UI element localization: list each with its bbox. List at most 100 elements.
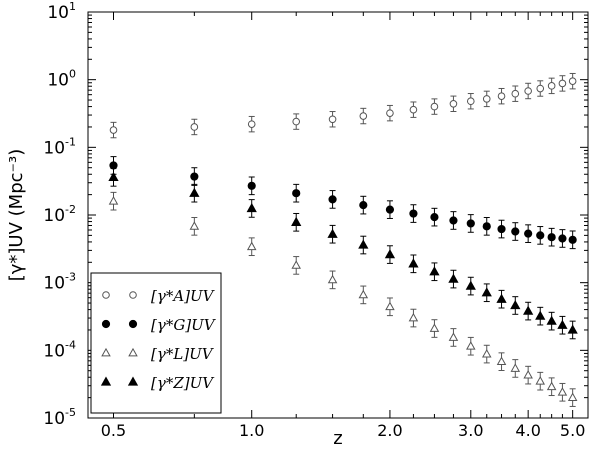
data-point-A xyxy=(536,84,545,93)
data-point-A xyxy=(190,123,199,131)
legend-marker-A xyxy=(129,291,137,299)
x-axis-label: z xyxy=(333,428,342,449)
data-point-A xyxy=(359,112,368,120)
data-point-A xyxy=(568,77,577,85)
legend-marker-Z xyxy=(127,376,139,386)
legend-label-Z: [γ*Z]UV xyxy=(151,374,215,392)
data-point-Z xyxy=(358,239,369,249)
series-L xyxy=(108,191,578,407)
data-point-Z xyxy=(481,287,492,297)
axes: 10-5 10-4 10-3 10-2 10-1 100 101 0.5 1.0 2.0 3.0 4.… xyxy=(6,0,589,449)
y-axis-label: [γ*]UV (Mpc⁻³) xyxy=(6,149,27,282)
data-point-Z xyxy=(465,280,476,290)
legend-box xyxy=(90,272,222,414)
data-point-L xyxy=(189,221,200,230)
plot-area xyxy=(108,72,578,407)
y-tick-label: 10-1 xyxy=(43,135,76,158)
legend-marker-A xyxy=(102,291,110,299)
legend-label-A: [γ*A]UV xyxy=(151,287,216,305)
data-point-Z xyxy=(557,319,568,329)
data-point-Z xyxy=(246,202,257,213)
data-point-L xyxy=(327,274,338,284)
data-point-A xyxy=(497,92,506,100)
data-point-Z xyxy=(327,228,338,238)
data-point-G xyxy=(568,235,577,244)
data-point-G xyxy=(482,222,491,231)
data-point-A xyxy=(466,97,475,106)
series-A xyxy=(109,72,577,139)
data-point-Z xyxy=(108,171,119,182)
data-point-Z xyxy=(535,310,546,320)
data-point-L xyxy=(481,348,492,358)
data-point-Z xyxy=(523,305,534,315)
legend-label-L: [γ*L]UV xyxy=(151,345,215,363)
data-point-L xyxy=(546,381,557,391)
y-tick-label: 10-2 xyxy=(43,203,76,226)
data-point-G xyxy=(524,229,533,238)
data-point-Z xyxy=(384,249,396,259)
legend: [γ*A]UV [γ*G]UV [γ*L]UV [γ*Z]UV xyxy=(90,272,222,414)
data-point-A xyxy=(247,120,256,128)
data-point-L xyxy=(429,323,440,332)
data-point-Z xyxy=(496,293,507,303)
data-point-A xyxy=(449,99,458,108)
legend-marker-G xyxy=(101,319,111,329)
data-point-G xyxy=(328,195,337,204)
data-point-G xyxy=(466,219,475,228)
data-point-Z xyxy=(408,258,419,268)
y-tick-label: 101 xyxy=(47,0,76,23)
x-tick-label: 3.0 xyxy=(458,421,483,440)
y-tick-label: 100 xyxy=(47,68,76,91)
y-tick-label: 10-3 xyxy=(43,271,76,294)
legend-label-G: [γ*G]UV xyxy=(151,316,217,334)
data-point-L xyxy=(246,241,257,251)
data-point-G xyxy=(109,161,118,170)
y-tick-label: 10-4 xyxy=(43,338,76,361)
data-point-A xyxy=(547,82,556,90)
y-tick-label: 10-5 xyxy=(43,406,76,429)
data-point-L xyxy=(557,387,568,396)
data-point-A xyxy=(409,105,418,114)
data-point-Z xyxy=(291,216,302,226)
data-point-Z xyxy=(546,315,557,325)
data-point-Z xyxy=(429,266,440,276)
data-point-Z xyxy=(510,299,521,310)
data-point-G xyxy=(385,205,395,214)
data-point-L xyxy=(510,363,521,372)
legend-marker-L xyxy=(101,347,111,357)
data-point-G xyxy=(409,209,418,218)
data-point-G xyxy=(190,172,199,181)
data-point-L xyxy=(567,392,578,402)
legend-marker-G xyxy=(128,319,138,329)
data-point-Z xyxy=(189,187,200,197)
data-point-L xyxy=(496,356,507,366)
data-point-G xyxy=(449,216,458,225)
data-point-Z xyxy=(567,324,578,334)
data-point-G xyxy=(536,231,545,240)
data-point-G xyxy=(247,181,256,190)
data-point-L xyxy=(408,312,419,322)
x-tick-label: 5.0 xyxy=(560,421,585,440)
x-tick-label: 4.0 xyxy=(515,421,540,440)
data-point-L xyxy=(535,376,546,385)
data-point-A xyxy=(328,115,337,124)
data-point-G xyxy=(292,189,301,198)
data-point-G xyxy=(359,201,368,210)
legend-marker-L xyxy=(128,347,138,357)
series-Z xyxy=(108,168,578,340)
x-tick-label: 1.0 xyxy=(239,421,264,440)
data-point-G xyxy=(511,227,520,236)
data-point-A xyxy=(386,109,394,117)
x-tick-label: 2.0 xyxy=(377,421,402,440)
x-tick-label: 0.5 xyxy=(101,421,126,440)
data-point-G xyxy=(547,233,556,242)
data-point-A xyxy=(109,126,118,134)
data-point-G xyxy=(558,234,567,243)
data-point-A xyxy=(430,102,439,111)
data-point-A xyxy=(292,117,301,126)
data-point-A xyxy=(482,95,491,103)
data-point-A xyxy=(558,79,567,88)
data-point-L xyxy=(291,260,301,269)
